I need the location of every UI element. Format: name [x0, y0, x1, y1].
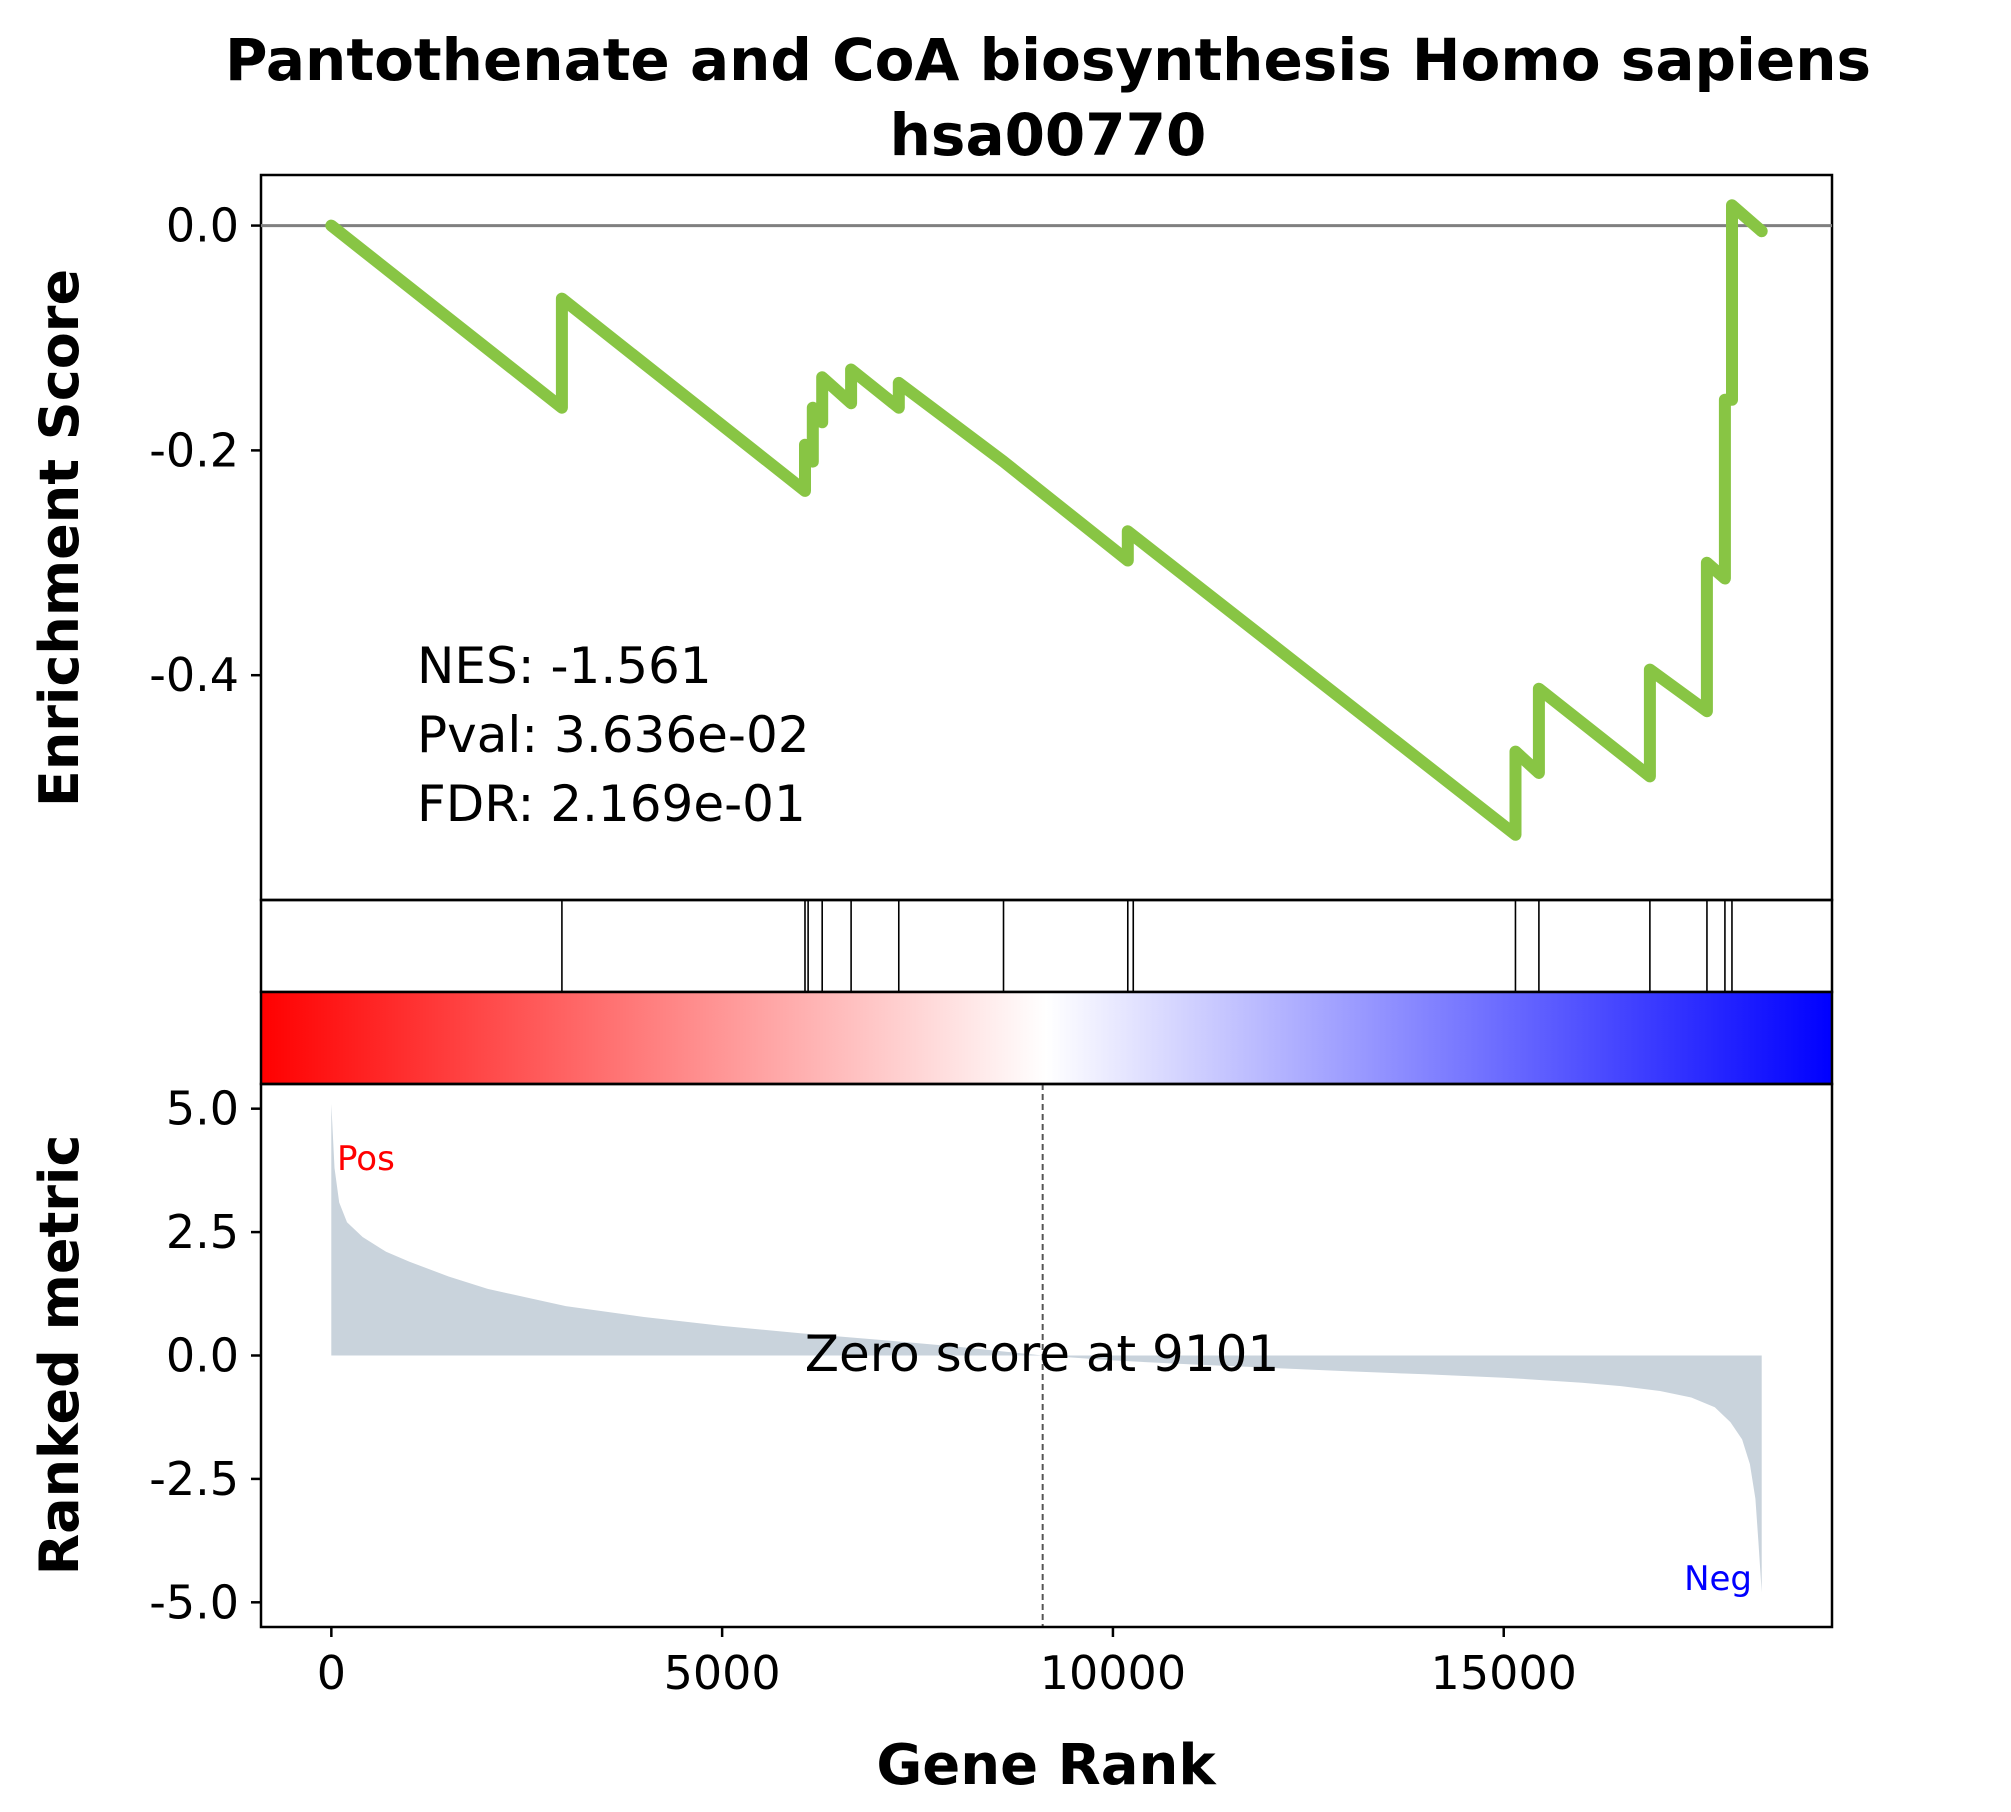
neg-label: Neg	[1684, 1559, 1752, 1599]
ranked-metric-panel: Zero score at 9101 Pos Neg 5.0 2.5 0.0 -2.5…	[149, 1082, 1834, 1629]
hit-panel	[259, 898, 1834, 994]
x-tick-label: 10000	[1040, 1646, 1186, 1700]
ranked-y-tick-label: 0.0	[166, 1329, 239, 1383]
ranked-y-tick-label: 2.5	[166, 1205, 239, 1259]
es-y-axis-label: Enrichment Score	[28, 269, 91, 807]
es-curve	[325, 199, 1768, 841]
x-axis-label: Gene Rank	[876, 1733, 1217, 1798]
ranked-y-tick-label: -5.0	[149, 1575, 239, 1629]
pval-label: Pval: 3.636e-02	[417, 706, 810, 764]
chart-subtitle: hsa00770	[890, 101, 1207, 169]
ranked-metric-area	[331, 1103, 1762, 1593]
es-y-tick-label: 0.0	[166, 199, 239, 253]
enrichment-score-panel: 0.0-0.2-0.4 NES: -1.561 Pval: 3.636e-02 …	[149, 173, 1834, 902]
x-tick-label: 5000	[664, 1646, 781, 1700]
es-y-tick-label: -0.2	[149, 423, 239, 477]
hit-panel-frame	[259, 898, 1834, 994]
fdr-label: FDR: 2.169e-01	[417, 775, 806, 833]
rank-colorbar	[259, 990, 1834, 1086]
ranked-y-axis-label: Ranked metric	[28, 1135, 91, 1576]
nes-label: NES: -1.561	[417, 637, 712, 695]
ranked-y-tick-label: -2.5	[149, 1452, 239, 1506]
pos-label: Pos	[337, 1139, 395, 1179]
x-tick-label: 15000	[1431, 1646, 1577, 1700]
x-tick-label: 0	[317, 1646, 346, 1700]
chart-title: Pantothenate and CoA biosynthesis Homo s…	[225, 26, 1871, 94]
es-y-tick-label: -0.4	[149, 648, 239, 702]
ranked-y-tick-label: 5.0	[166, 1082, 239, 1136]
zero-score-label: Zero score at 9101	[805, 1325, 1280, 1383]
